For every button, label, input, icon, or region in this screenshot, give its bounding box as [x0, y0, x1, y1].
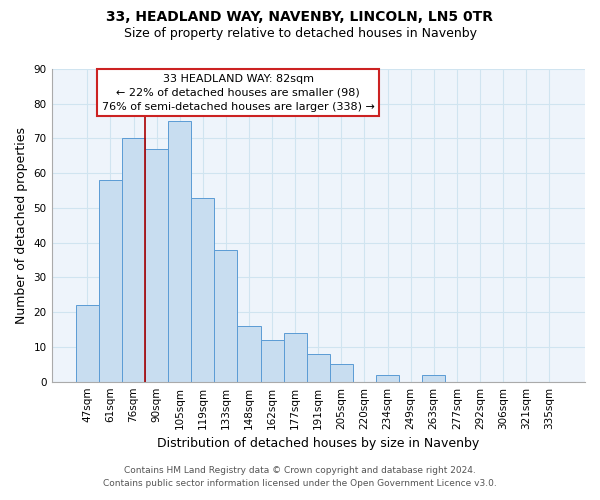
- Bar: [122, 138, 145, 382]
- Bar: [214, 250, 238, 382]
- Bar: [76, 305, 99, 382]
- Text: Contains HM Land Registry data © Crown copyright and database right 2024.
Contai: Contains HM Land Registry data © Crown c…: [103, 466, 497, 487]
- Bar: [145, 149, 168, 382]
- Bar: [191, 198, 214, 382]
- Y-axis label: Number of detached properties: Number of detached properties: [15, 127, 28, 324]
- Bar: [168, 121, 191, 382]
- Bar: [99, 180, 122, 382]
- Bar: [422, 374, 445, 382]
- Text: 33, HEADLAND WAY, NAVENBY, LINCOLN, LN5 0TR: 33, HEADLAND WAY, NAVENBY, LINCOLN, LN5 …: [107, 10, 493, 24]
- X-axis label: Distribution of detached houses by size in Navenby: Distribution of detached houses by size …: [157, 437, 479, 450]
- Text: 33 HEADLAND WAY: 82sqm
← 22% of detached houses are smaller (98)
76% of semi-det: 33 HEADLAND WAY: 82sqm ← 22% of detached…: [102, 74, 374, 112]
- Bar: [376, 374, 399, 382]
- Bar: [330, 364, 353, 382]
- Bar: [238, 326, 260, 382]
- Text: Size of property relative to detached houses in Navenby: Size of property relative to detached ho…: [124, 28, 476, 40]
- Bar: [284, 333, 307, 382]
- Bar: [260, 340, 284, 382]
- Bar: [307, 354, 330, 382]
